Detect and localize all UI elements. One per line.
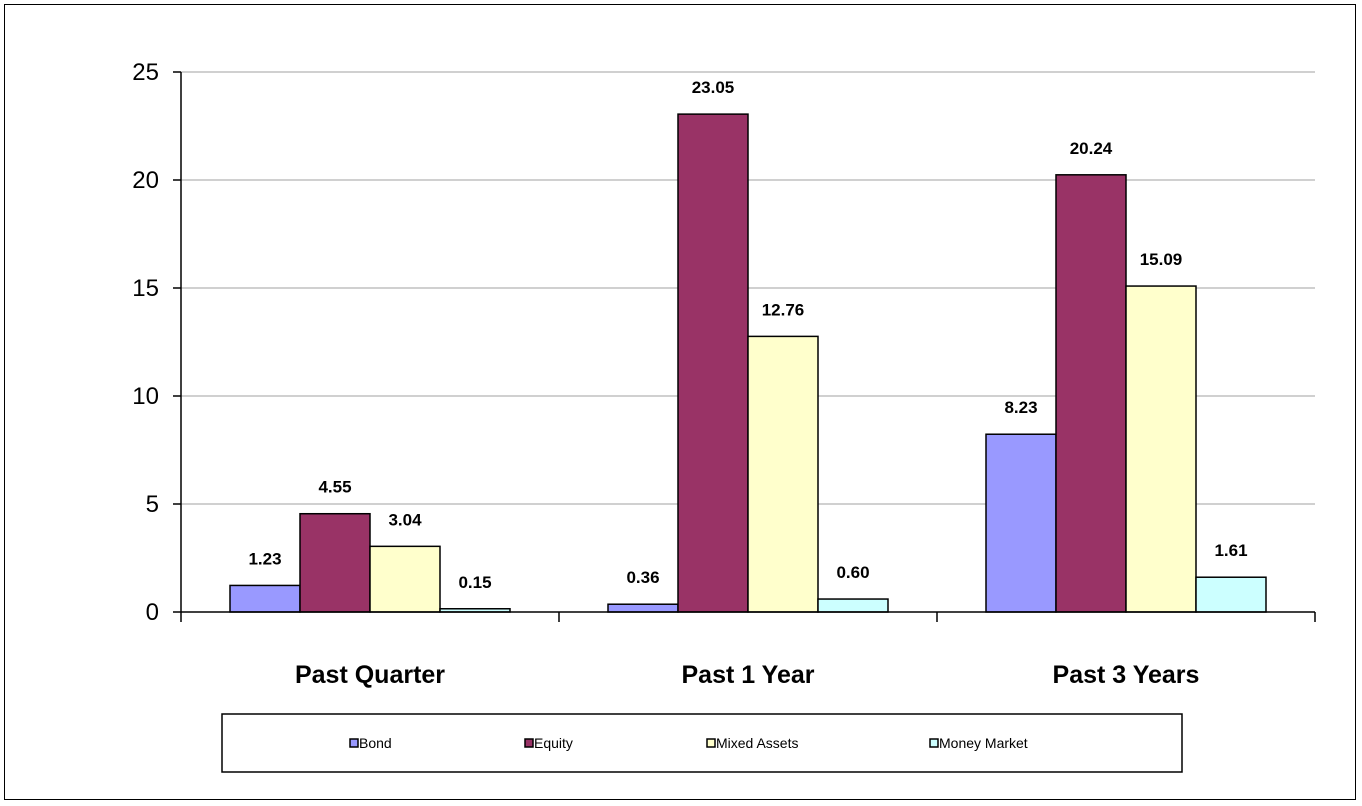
bar-bond [607, 603, 679, 613]
x-category-label: Past 3 Years [1053, 661, 1200, 689]
bar-mixed-assets [369, 545, 441, 613]
data-label: 0.15 [458, 573, 491, 592]
legend-swatch [706, 738, 716, 748]
legend-label: Mixed Assets [716, 735, 798, 751]
y-tick-label: 15 [132, 275, 159, 302]
data-label: 12.76 [762, 300, 805, 319]
axes: 0 5 10 15 20 25 Past Quarter Past 1 Year Past 3 … [132, 59, 1316, 689]
data-label: 0.60 [836, 563, 869, 582]
x-category-label: Past 1 Year [682, 661, 815, 689]
data-label: 20.24 [1070, 139, 1113, 158]
bar-equity [1055, 174, 1127, 613]
data-label: 3.04 [388, 510, 422, 529]
legend-label: Bond [359, 735, 392, 751]
data-label: 23.05 [692, 78, 735, 97]
x-category-label: Past Quarter [295, 661, 445, 689]
bar-mixed-assets [1125, 285, 1197, 613]
bar-money-market [817, 598, 889, 613]
legend: Bond Equity Mixed Assets Money Market [221, 713, 1183, 773]
bar-mixed-assets [747, 335, 819, 613]
bar-equity [299, 512, 371, 613]
bar-chart: 0 5 10 15 20 25 Past Quarter Past 1 Year Past 3 … [132, 59, 1316, 773]
chart-frame: 0 5 10 15 20 25 Past Quarter Past 1 Year Past 3 … [4, 4, 1356, 800]
data-label: 1.61 [1214, 541, 1247, 560]
legend-label: Equity [534, 735, 573, 751]
legend-label: Money Market [939, 735, 1028, 751]
y-tick-label: 25 [132, 59, 159, 86]
bar-bond [985, 433, 1057, 613]
y-tick-label: 5 [146, 491, 159, 518]
legend-swatch [349, 738, 359, 748]
bar-bond [229, 584, 301, 613]
data-label: 15.09 [1140, 250, 1183, 269]
bar-equity [677, 113, 749, 613]
data-label: 4.55 [318, 478, 351, 497]
y-tick-label: 20 [132, 167, 159, 194]
y-tick-label: 0 [146, 599, 159, 626]
data-label: 1.23 [248, 549, 281, 568]
data-label: 0.36 [626, 568, 659, 587]
data-labels: 1.23 4.55 3.04 0.15 0.36 23.05 12.76 0.60 8.23 20… [248, 78, 1247, 592]
legend-box [221, 713, 1183, 773]
legend-swatch [929, 738, 939, 748]
data-label: 8.23 [1004, 398, 1037, 417]
legend-swatch [524, 738, 534, 748]
bars [229, 113, 1267, 613]
bar-money-market [1195, 576, 1267, 613]
y-tick-label: 10 [132, 383, 159, 410]
